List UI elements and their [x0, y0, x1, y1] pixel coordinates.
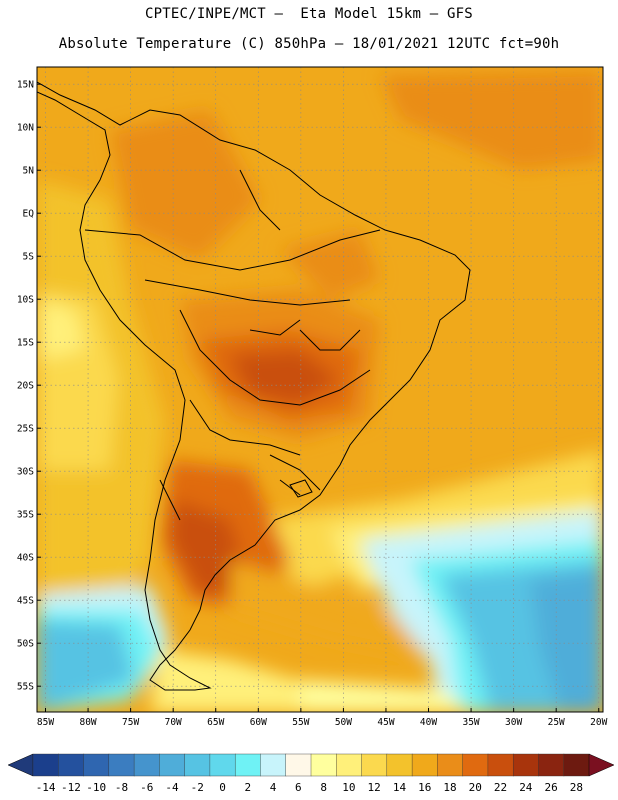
colorbar-swatch	[411, 753, 438, 777]
longitude-labels: 85W 80W 75W 70W 65W 60W 55W 50W 45W 40W 35W 30W 25W 2…	[37, 717, 608, 728]
longitude-label: 35W	[462, 717, 479, 728]
colorbar-label: -6	[140, 781, 153, 794]
longitude-label: 20W	[590, 717, 607, 728]
colorbar-label: -12	[61, 781, 81, 794]
colorbar-swatch	[462, 753, 489, 777]
colorbar-label: 16	[418, 781, 431, 794]
longitude-label: 60W	[250, 717, 267, 728]
colorbar-label: 12	[368, 781, 381, 794]
latitude-label: 30S	[17, 467, 34, 478]
colorbar-swatch	[361, 753, 388, 777]
colorbar-label: -14	[36, 781, 56, 794]
colorbar-swatch	[184, 753, 211, 777]
colorbar-label: 6	[295, 781, 302, 794]
colorbar-label: -10	[86, 781, 106, 794]
latitude-label: 10S	[17, 295, 34, 306]
latitude-label: 5S	[23, 252, 35, 263]
colorbar-swatch	[133, 753, 160, 777]
colorbar-label: 24	[519, 781, 533, 794]
longitude-label: 80W	[79, 717, 96, 728]
latitude-label: 35S	[17, 510, 34, 521]
longitude-label: 70W	[165, 717, 182, 728]
longitude-label: 45W	[377, 717, 394, 728]
colorbar-label: 14	[393, 781, 407, 794]
colorbar-swatches	[7, 753, 615, 777]
latitude-label: 5N	[23, 166, 35, 177]
latitude-label: 10N	[17, 123, 34, 134]
temperature-map: 15N 10N 5N EQ 5S 10S 15S 20S 25S 30S 35S 40S 45S 50S 5…	[17, 66, 608, 728]
colorbar-label: 18	[443, 781, 456, 794]
colorbar-swatch	[32, 753, 59, 777]
colorbar-swatch	[437, 753, 464, 777]
colorbar-label: -2	[191, 781, 204, 794]
longitude-label: 55W	[292, 717, 309, 728]
colorbar-label: 10	[342, 781, 355, 794]
colorbar-label: 2	[245, 781, 252, 794]
longitude-label: 50W	[335, 717, 352, 728]
colorbar-swatch	[209, 753, 236, 777]
colorbar-swatch	[538, 753, 565, 777]
colorbar-swatch	[260, 753, 287, 777]
colorbar-label: 8	[320, 781, 327, 794]
latitude-label: 20S	[17, 381, 34, 392]
map-title-line-2: Absolute Temperature (C) 850hPa – 18/01/…	[58, 36, 560, 52]
colorbar-swatch	[58, 753, 85, 777]
longitude-label: 30W	[505, 717, 522, 728]
colorbar-label: 26	[544, 781, 557, 794]
frame-ticks	[37, 83, 600, 712]
latitude-label: 45S	[17, 596, 34, 607]
temperature-field	[37, 67, 603, 712]
colorbar-labels: -14 -12 -10 -8 -6 -4 -2 0 2 4 6 8 10 12 14 16 18 20 22 24 26…	[36, 781, 583, 794]
latitude-label: EQ	[23, 209, 35, 220]
latitude-label: 55S	[17, 682, 34, 693]
latitude-label: 50S	[17, 639, 34, 650]
colorbar-label: 20	[469, 781, 482, 794]
longitude-label: 75W	[122, 717, 139, 728]
map-frame	[36, 66, 604, 713]
colorbar-swatch	[386, 753, 413, 777]
latitude-label: 15N	[17, 80, 34, 91]
colorbar-swatch	[563, 753, 590, 777]
latitude-label: 15S	[17, 338, 34, 349]
coastline	[37, 81, 471, 691]
latitude-label: 40S	[17, 553, 34, 564]
colorbar-label: 28	[570, 781, 583, 794]
colorbar-label: 4	[270, 781, 277, 794]
longitude-label: 25W	[548, 717, 565, 728]
longitude-label: 65W	[207, 717, 224, 728]
colorbar-swatch	[512, 753, 539, 777]
colorbar-swatch	[336, 753, 363, 777]
colorbar-low-arrow	[7, 753, 34, 777]
colorbar-swatch	[83, 753, 110, 777]
colorbar-label: 0	[219, 781, 226, 794]
colorbar-swatch	[310, 753, 337, 777]
map-title-line-1: CPTEC/INPE/MCT – Eta Model 15km – GFS	[145, 6, 473, 22]
colorbar-swatch	[285, 753, 312, 777]
colorbar: -14 -12 -10 -8 -6 -4 -2 0 2 4 6 8 10 12 14 16 18 20 22 24 26…	[7, 753, 615, 794]
colorbar-high-arrow	[588, 753, 615, 777]
colorbar-swatch	[108, 753, 135, 777]
colorbar-label: -8	[115, 781, 128, 794]
latitude-label: 25S	[17, 424, 34, 435]
latitude-labels: 15N 10N 5N EQ 5S 10S 15S 20S 25S 30S 35S 40S 45S 50S 5…	[17, 80, 34, 693]
longitude-label: 85W	[37, 717, 54, 728]
colorbar-label: 22	[494, 781, 507, 794]
colorbar-swatch	[487, 753, 514, 777]
colorbar-swatch	[159, 753, 186, 777]
colorbar-label: -4	[165, 781, 179, 794]
longitude-label: 40W	[420, 717, 437, 728]
colorbar-swatch	[234, 753, 261, 777]
